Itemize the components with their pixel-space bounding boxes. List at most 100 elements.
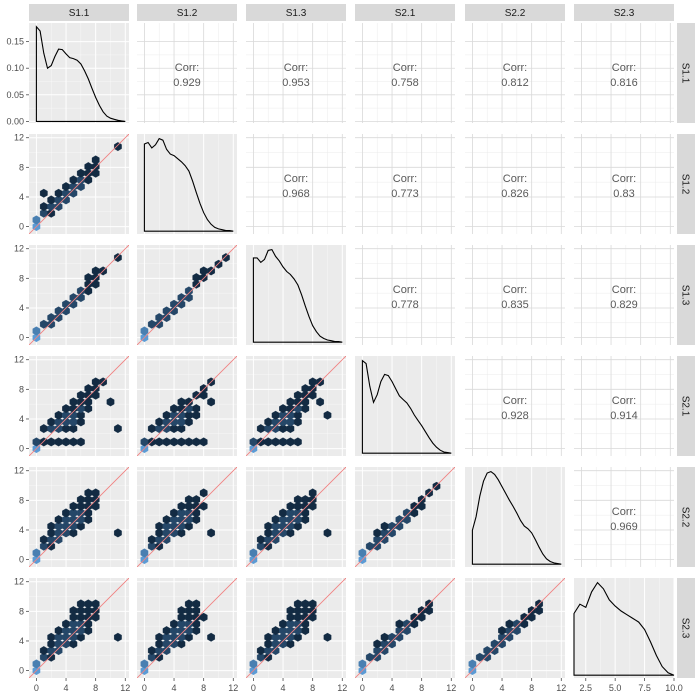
strip-row-label: S2.2 <box>680 507 691 528</box>
hexbin-cell <box>32 659 41 669</box>
strip-row-label: S2.1 <box>680 396 691 417</box>
corr-label: Corr: <box>503 62 527 74</box>
y-tick-label: 12 <box>14 466 24 476</box>
corr-label: Corr: <box>503 284 527 296</box>
panel-hexbin-S1.2-S2.2 <box>137 467 237 567</box>
corr-value: 0.835 <box>501 299 529 311</box>
panel-corr-S1.2-S1.3: Corr: 0.968 <box>246 134 346 234</box>
hexbin-layer <box>137 578 237 678</box>
strip-row-S2.3 <box>677 578 695 678</box>
x-tick-label: 5.0 <box>609 683 622 693</box>
panel-hexbin-S2.1-S2.3 <box>355 578 455 678</box>
x-tick-label: 0 <box>360 683 365 693</box>
hexbin-layer <box>29 578 129 678</box>
corr-value: 0.914 <box>610 410 638 422</box>
hexbin-cell <box>192 606 201 616</box>
strip-row-S1.3 <box>677 245 695 345</box>
hexbin-cell <box>192 515 201 525</box>
panel-hexbin-S2.2-S2.3 <box>465 578 565 678</box>
strip-row-label: S1.1 <box>680 63 691 84</box>
panel-hexbin-S2.1-S2.2 <box>355 467 455 567</box>
hexbin-cell <box>47 319 56 329</box>
hexbin-layer <box>246 578 346 678</box>
hexbin-cell <box>316 397 324 407</box>
hexbin-cell <box>468 659 477 669</box>
x-tick-label: 8 <box>310 683 315 693</box>
hexbin-cell <box>535 606 543 616</box>
panel-corr-S1.1-S1.2: Corr: 0.929 <box>137 23 237 123</box>
panel-hexbin-S1.1-S2.3 <box>29 578 129 678</box>
x-tick-label: 8 <box>93 683 98 693</box>
strip-col-label: S1.3 <box>286 8 307 19</box>
strip-col-S2.3 <box>574 4 674 21</box>
hexbin-layer <box>246 467 346 567</box>
hexbin-cell <box>301 404 310 414</box>
hexbin-cell <box>483 652 492 662</box>
corr-value: 0.758 <box>391 77 419 89</box>
corr-label: Corr: <box>175 62 199 74</box>
corr-value: 0.829 <box>610 299 638 311</box>
hexbin-layer <box>29 245 129 345</box>
hexbin-cell <box>84 626 93 636</box>
y-tick-label: 4 <box>19 525 24 535</box>
corr-value: 0.928 <box>501 410 529 422</box>
hexbin-cell <box>155 319 164 329</box>
identity-line <box>29 467 129 567</box>
y-tick-label: 0.05 <box>6 90 24 100</box>
hexbin-cell <box>155 652 164 662</box>
panel-background <box>465 356 565 456</box>
panel-hexbin-S1.3-S2.2 <box>246 467 346 567</box>
density-curve-S1.1 <box>35 25 126 122</box>
corr-value: 0.816 <box>610 77 638 89</box>
hexbin-cell <box>54 202 63 212</box>
panel-hexbin-S1.1-S2.1 <box>29 356 129 456</box>
identity-line <box>29 578 129 678</box>
identity-line <box>137 467 237 567</box>
x-tick-label: 0 <box>470 683 475 693</box>
hexbin-cell <box>140 326 149 336</box>
hexbin-layer <box>465 578 565 678</box>
panel-background <box>137 134 237 234</box>
strip-col-S2.2 <box>465 4 565 21</box>
hexbin-cell <box>47 652 56 662</box>
panel-corr-S1.3-S2.1: Corr: 0.778 <box>355 245 455 345</box>
hexbin-cell <box>395 619 404 629</box>
x-tick-label: 8 <box>201 683 206 693</box>
strip-row-S2.1 <box>677 356 695 456</box>
x-tick-label: 0 <box>251 683 256 693</box>
hexbin-cell <box>425 606 433 616</box>
panel-density-S2.3 <box>573 578 675 678</box>
y-tick-label: 0.00 <box>6 116 24 126</box>
corr-label: Corr: <box>612 173 636 185</box>
density-curve-S1.2 <box>143 137 234 232</box>
hexbin-cell <box>323 632 332 642</box>
hexbin-cell <box>373 541 382 551</box>
hexbin-cell <box>373 652 382 662</box>
identity-line <box>246 356 346 456</box>
x-tick-label: 12 <box>337 683 347 693</box>
identity-line <box>29 134 129 234</box>
x-tick-label: 4 <box>500 683 505 693</box>
x-tick-label: 0 <box>34 683 39 693</box>
hexbin-cell <box>162 535 171 545</box>
panel-hexbin-S1.1-S1.3 <box>29 245 129 345</box>
panel-density-S2.2 <box>465 467 565 567</box>
panel-background <box>465 134 565 234</box>
x-tick-label: 4 <box>172 683 177 693</box>
corr-label: Corr: <box>284 173 308 185</box>
hexbin-cell <box>106 397 115 407</box>
hexbin-cell <box>91 155 100 165</box>
panel-background <box>246 23 346 123</box>
hexbin-layer <box>355 467 455 567</box>
hexbin-cell <box>76 410 85 420</box>
x-tick-label: 0 <box>142 683 147 693</box>
corr-label: Corr: <box>612 506 636 518</box>
hexbin-cell <box>140 659 149 669</box>
hexbin-cell <box>498 626 506 636</box>
panel-hexbin-S1.2-S2.1 <box>137 356 237 456</box>
hexbin-cell <box>286 528 295 538</box>
panel-hexbin-S1.1-S1.2 <box>29 134 129 234</box>
corr-label: Corr: <box>503 395 527 407</box>
identity-line <box>246 578 346 678</box>
